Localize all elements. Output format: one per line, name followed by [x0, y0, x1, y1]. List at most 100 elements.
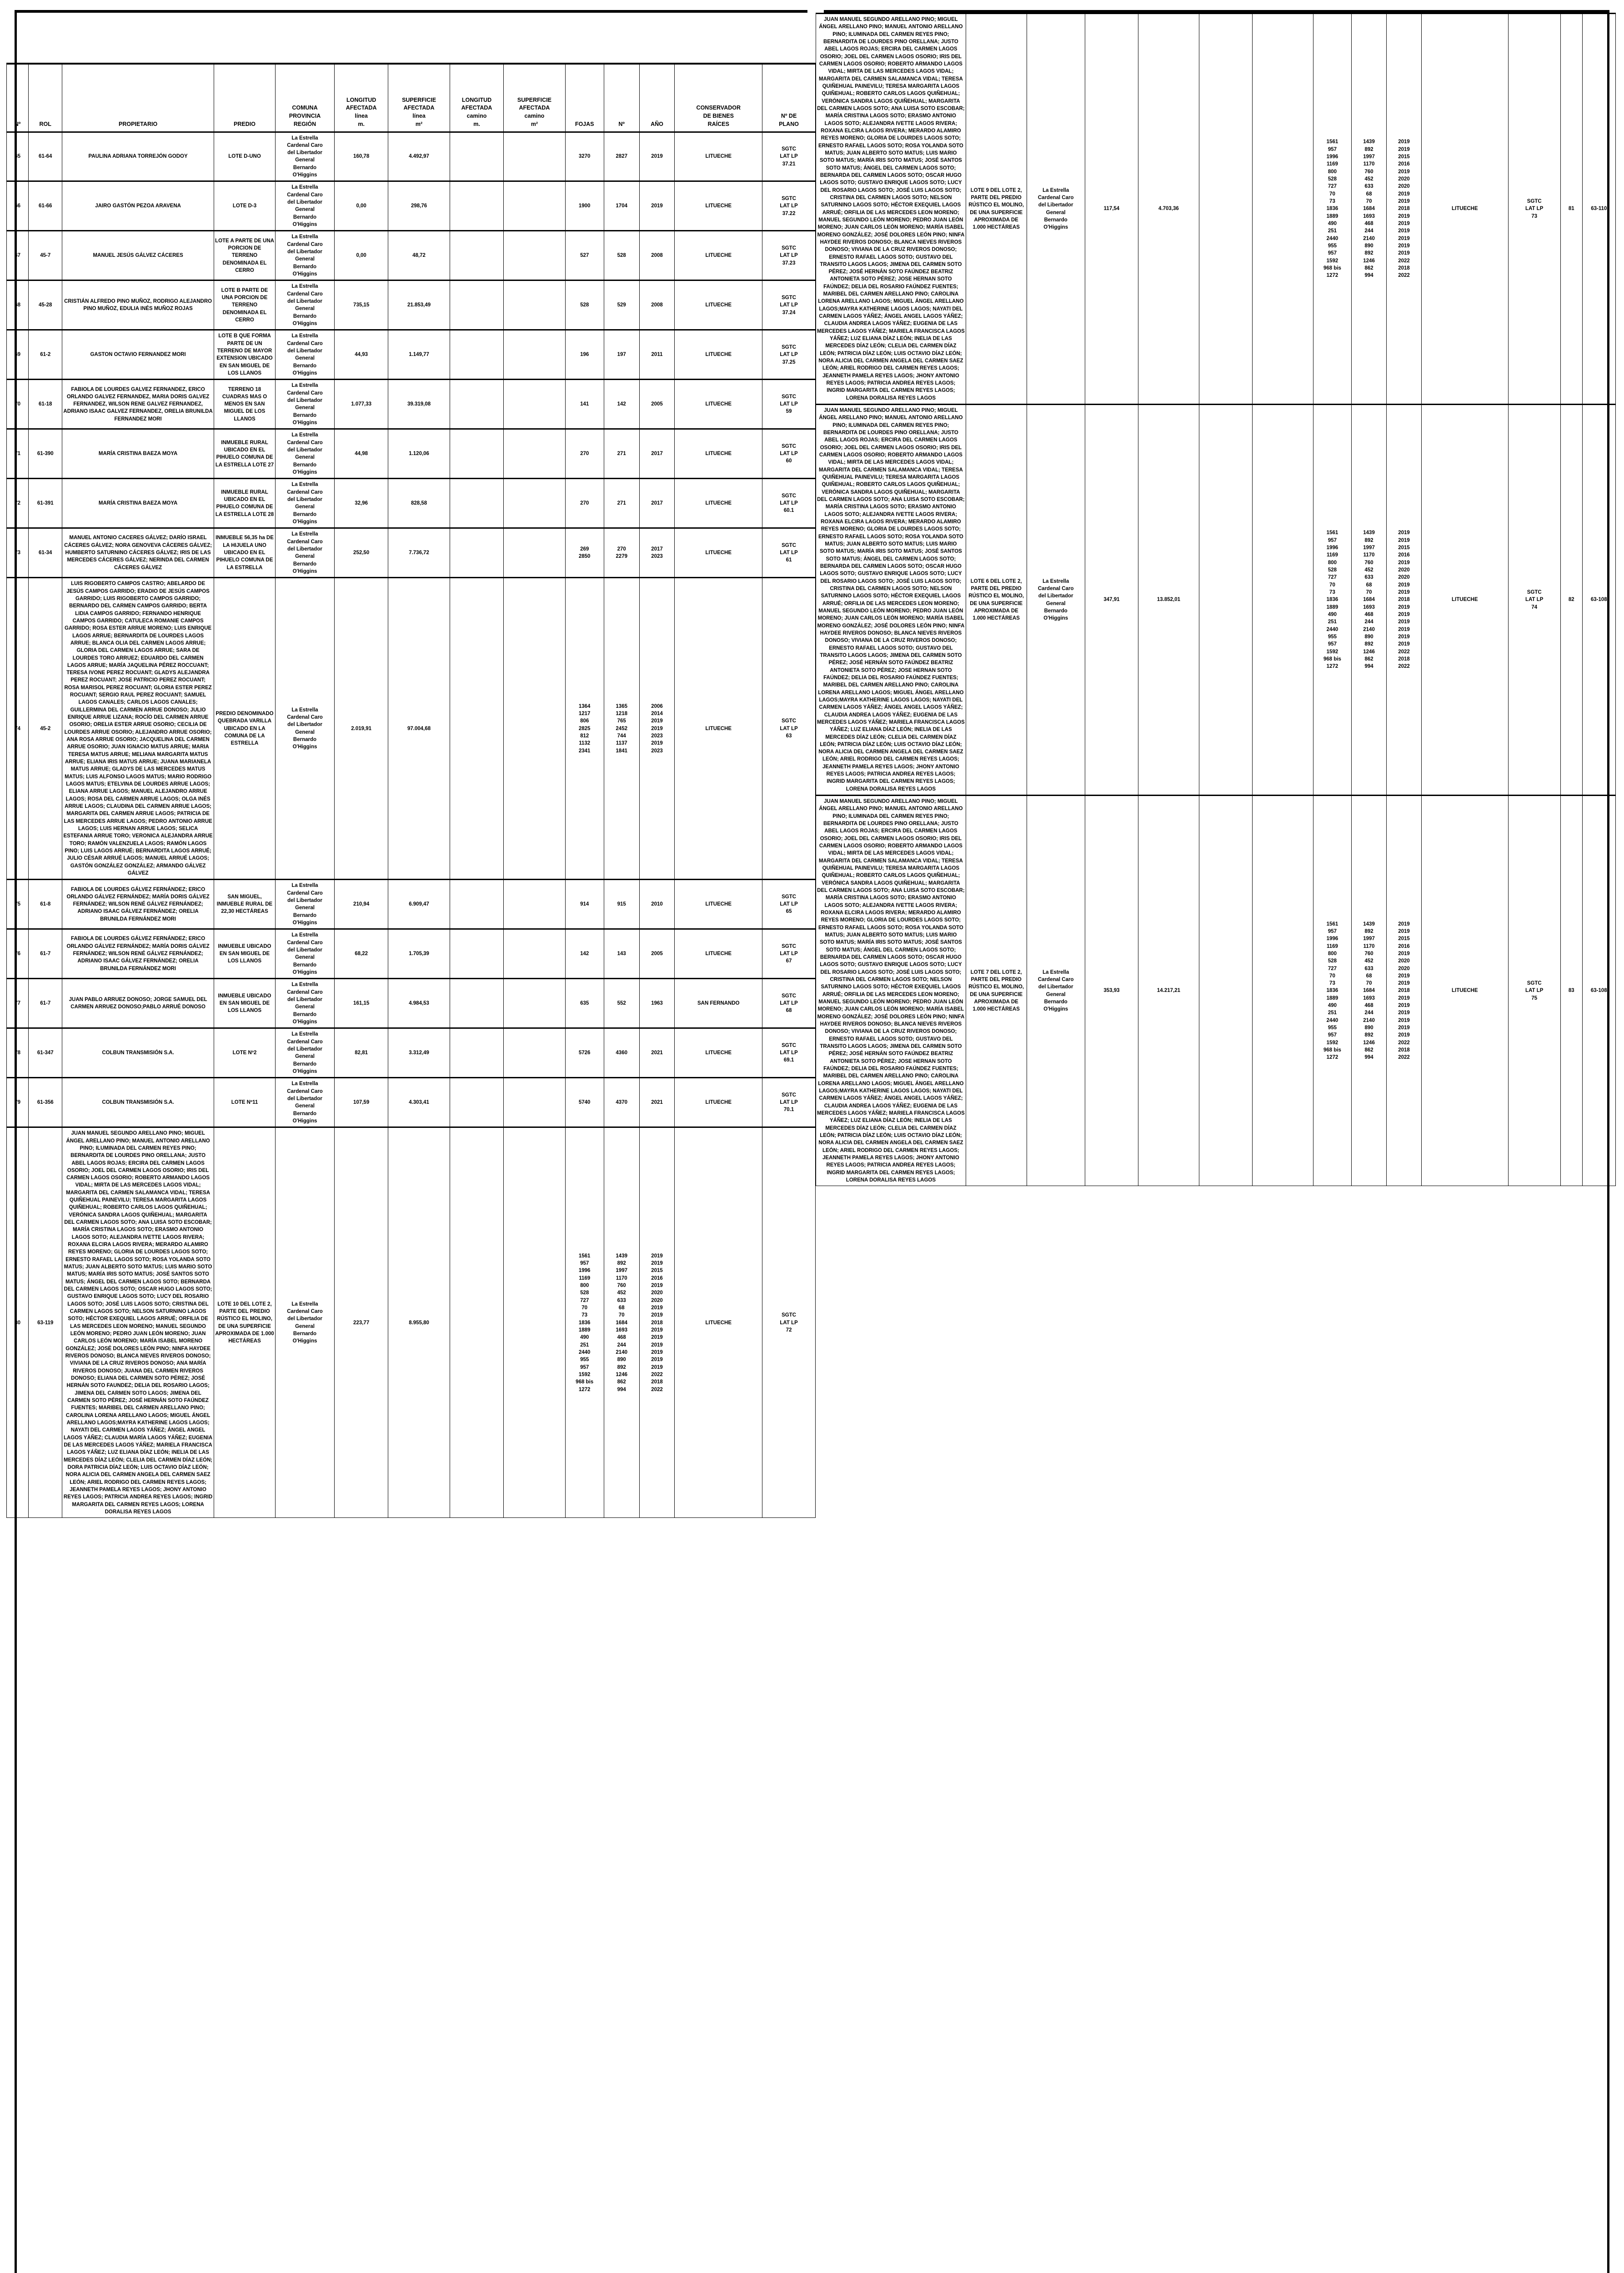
cell-comuna: La Estrella Cardenal Caro del Libertador…	[275, 478, 335, 529]
cell-numero-inscripcion: 528	[603, 230, 640, 281]
cell-longitud-camino	[449, 230, 504, 281]
cell-propietario: FABIOLA DE LOURDES GÁLVEZ FERNÁNDEZ; ERI…	[62, 928, 214, 979]
cell-propietario: CRISTIÁN ALFREDO PINO MUÑOZ, RODRIGO ALE…	[62, 280, 214, 330]
cell-predio: INMUEBLE UBICADO EN SAN MIGUEL DE LOS LL…	[213, 978, 276, 1029]
cell-numero: 80	[6, 1126, 29, 1518]
cell-numero: 81	[1560, 12, 1583, 405]
cell-superficie-linea: 4.492,97	[388, 131, 450, 182]
cell-predio: INMUEBLE RURAL UBICADO EN EL PIHUELO COM…	[213, 428, 276, 479]
cell-numero-inscripcion: 529	[603, 280, 640, 330]
cell-anio: 2010	[639, 879, 675, 930]
cell-rol: 61-8	[28, 879, 63, 930]
cell-plano: SGTC LAT LP 60.1	[762, 478, 816, 529]
header-numero: Nº	[6, 63, 29, 133]
left-page-rule	[15, 10, 17, 2273]
header-propietario: PROPIETARIO	[62, 63, 214, 133]
cell-conservador: LITUECHE	[1421, 404, 1509, 796]
cell-comuna: La Estrella Cardenal Caro del Libertador…	[1026, 404, 1085, 796]
cell-conservador: LITUECHE	[674, 577, 763, 880]
cell-rol: 61-390	[28, 428, 63, 479]
cell-numero-inscripcion: 1439 892 1997 1170 760 452 633 68 70 168…	[1351, 404, 1387, 796]
cell-comuna: La Estrella Cardenal Caro del Libertador…	[275, 329, 335, 380]
cell-fojas: 1900	[565, 180, 604, 231]
cell-superficie-camino	[503, 428, 566, 479]
cell-rol: 45-7	[28, 230, 63, 281]
cell-anio: 2019	[639, 180, 675, 231]
cell-fojas: 141	[565, 379, 604, 430]
table-row: 76 61-7 FABIOLA DE LOURDES GÁLVEZ FERNÁNDE…	[6, 928, 816, 979]
cell-superficie-linea: 4.984,53	[388, 978, 450, 1029]
cell-rol: 61-64	[28, 131, 63, 182]
cell-longitud-camino	[449, 577, 504, 880]
cell-rol: 61-347	[28, 1027, 63, 1078]
cell-anio: 2019 2019 2015 2016 2019 2020 2020 2019 …	[1386, 404, 1422, 796]
header-conservador: CONSERVADOR DE BIENES RAÍCES	[674, 63, 763, 133]
cell-rol: 61-356	[28, 1077, 63, 1128]
cell-propietario: MARÍA CRISTINA BAEZA MOYA	[62, 478, 214, 529]
cell-rol: 63-110	[1582, 12, 1616, 405]
cell-longitud-linea: 2.019,91	[334, 577, 389, 880]
cell-superficie-camino	[503, 329, 566, 380]
cell-longitud-camino	[449, 879, 504, 930]
cell-longitud-linea: 44,93	[334, 329, 389, 380]
cell-fojas: 196	[565, 329, 604, 380]
cell-predio: SAN MIGUEL, INMUEBLE RURAL DE 22,30 HECT…	[213, 879, 276, 930]
cell-superficie-camino	[503, 928, 566, 979]
cell-superficie-linea: 97.004,68	[388, 577, 450, 880]
cell-superficie-camino	[503, 879, 566, 930]
cell-conservador: LITUECHE	[674, 329, 763, 380]
cell-conservador: LITUECHE	[674, 379, 763, 430]
cell-longitud-linea: 82,81	[334, 1027, 389, 1078]
cell-fojas: 270	[565, 478, 604, 529]
cell-anio: 2019 2019 2015 2016 2019 2020 2020 2019 …	[1386, 795, 1422, 1187]
cell-plano: SGTC LAT LP 37.25	[762, 329, 816, 380]
cell-numero: 70	[6, 379, 29, 430]
cell-conservador: LITUECHE	[674, 180, 763, 231]
cell-longitud-camino	[449, 928, 504, 979]
cell-rol: 63-108	[1582, 404, 1616, 796]
cell-superficie-camino	[503, 180, 566, 231]
cell-comuna: La Estrella Cardenal Caro del Libertador…	[275, 928, 335, 979]
cell-predio: LOTE 7 DEL LOTE 2, PARTE DEL PREDIO RÚST…	[965, 795, 1027, 1187]
left-table-panel: Nº ROL PROPIETARIO PREDIO COMUNA PROVINC…	[6, 10, 816, 2273]
cell-longitud-camino	[449, 180, 504, 231]
cell-conservador: LITUECHE	[674, 280, 763, 330]
cell-superficie-camino	[503, 379, 566, 430]
cell-plano: SGTC LAT LP 59	[762, 379, 816, 430]
cell-superficie-linea: 4.303,41	[388, 1077, 450, 1128]
cell-propietario: FABIOLA DE LOURDES GALVEZ FERNANDEZ, ERI…	[62, 379, 214, 430]
table-body-right: JUAN MANUEL SEGUNDO ARELLANO PINO; MIGUE…	[816, 12, 1616, 1187]
cell-comuna: La Estrella Cardenal Caro del Libertador…	[275, 1126, 335, 1518]
cell-longitud-linea: 0,00	[334, 230, 389, 281]
cell-longitud-camino	[449, 527, 504, 578]
cell-numero: 71	[6, 428, 29, 479]
cell-rol: 61-7	[28, 928, 63, 979]
header-longitud-afectada-camino: LONGITUD AFECTADA camino m.	[449, 63, 504, 133]
cell-comuna: La Estrella Cardenal Caro del Libertador…	[275, 131, 335, 182]
cell-longitud-linea: 1.077,33	[334, 379, 389, 430]
cell-longitud-linea: 68,22	[334, 928, 389, 979]
table-row: 70 61-18 FABIOLA DE LOURDES GALVEZ FERNAND…	[6, 379, 816, 430]
cell-plano: SGTC LAT LP 70.1	[762, 1077, 816, 1128]
cell-anio: 2005	[639, 379, 675, 430]
cell-superficie-camino	[503, 131, 566, 182]
table-row: 80 63-119 JUAN MANUEL SEGUNDO ARELLANO PIN…	[6, 1126, 816, 1518]
cell-superficie-camino	[503, 527, 566, 578]
registry-table-right: JUAN MANUEL SEGUNDO ARELLANO PINO; MIGUE…	[816, 12, 1616, 1187]
cell-longitud-linea: 210,94	[334, 879, 389, 930]
cell-longitud-linea: 347,91	[1084, 404, 1139, 796]
cell-propietario: JAIRO GASTÓN PEZOA ARAVENA	[62, 180, 214, 231]
cell-superficie-camino	[503, 1027, 566, 1078]
cell-numero-inscripcion: 1439 892 1997 1170 760 452 633 68 70 168…	[603, 1126, 640, 1518]
cell-superficie-linea: 298,76	[388, 180, 450, 231]
cell-longitud-linea: 160,78	[334, 131, 389, 182]
cell-comuna: La Estrella Cardenal Caro del Libertador…	[275, 527, 335, 578]
table-row: 77 61-7 JUAN PABLO ARRUEZ DONOSO; JORGE SA…	[6, 978, 816, 1029]
cell-propietario: JUAN PABLO ARRUEZ DONOSO; JORGE SAMUEL D…	[62, 978, 214, 1029]
cell-propietario: JUAN MANUEL SEGUNDO ARELLANO PINO; MIGUE…	[816, 795, 966, 1187]
cell-anio: 2019	[639, 131, 675, 182]
cell-superficie-camino	[503, 1077, 566, 1128]
cell-comuna: La Estrella Cardenal Caro del Libertador…	[275, 1077, 335, 1128]
header-comuna-provincia-region: COMUNA PROVINCIA REGIÓN	[275, 63, 335, 133]
